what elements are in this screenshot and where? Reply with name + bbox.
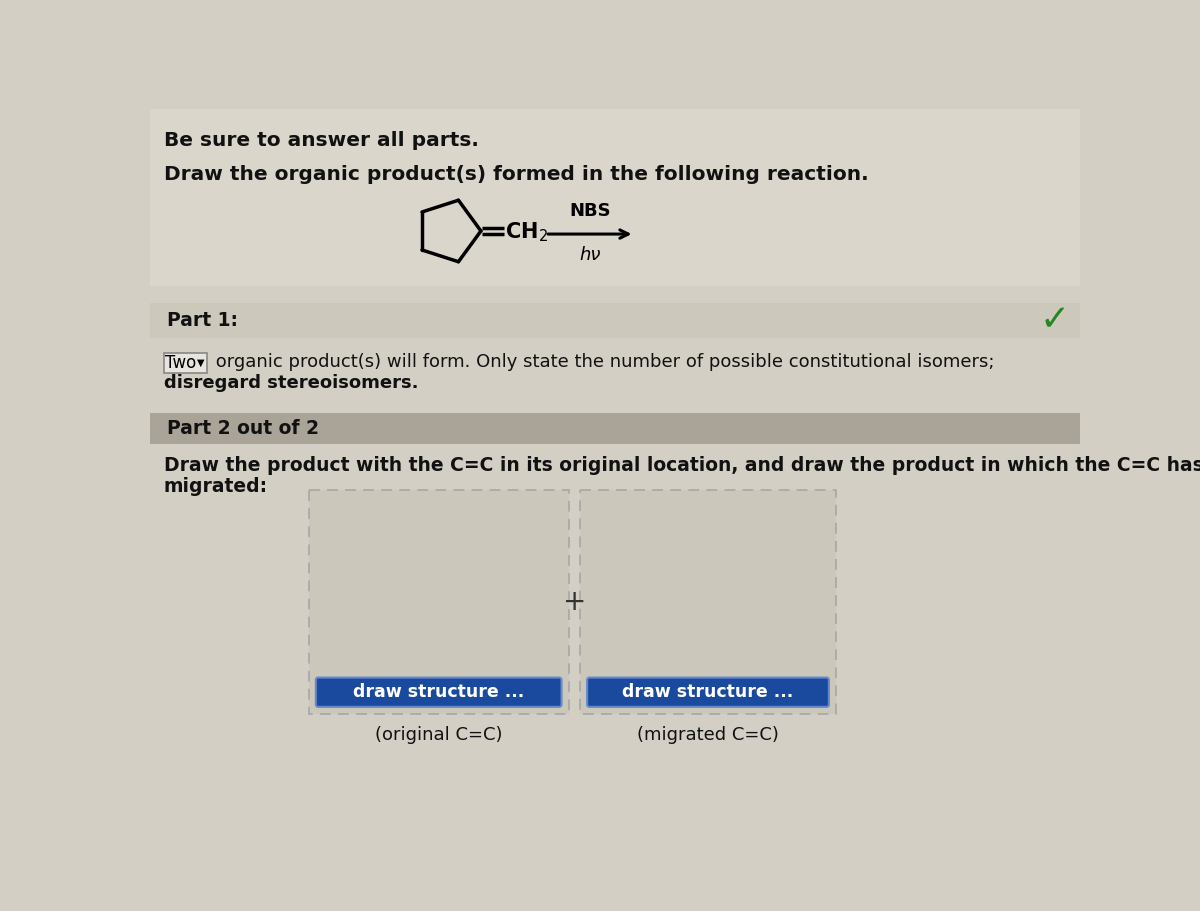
- Text: Part 1:: Part 1:: [167, 312, 238, 330]
- Bar: [308, 490, 569, 714]
- FancyBboxPatch shape: [587, 678, 829, 707]
- Bar: [150, 109, 1080, 286]
- Text: Draw the organic product(s) formed in the following reaction.: Draw the organic product(s) formed in th…: [164, 165, 869, 184]
- Bar: [150, 303, 1080, 338]
- Text: ✓: ✓: [1040, 303, 1070, 338]
- Text: Two: Two: [166, 353, 197, 372]
- Text: Part 2 out of 2: Part 2 out of 2: [167, 419, 319, 438]
- FancyBboxPatch shape: [316, 678, 562, 707]
- Bar: [150, 338, 1080, 345]
- Text: ▼: ▼: [197, 358, 204, 368]
- Text: Draw the product with the C=C in its original location, and draw the product in : Draw the product with the C=C in its ori…: [164, 456, 1200, 475]
- Text: draw structure ...: draw structure ...: [353, 683, 524, 701]
- Text: NBS: NBS: [569, 202, 611, 220]
- Bar: [150, 414, 1080, 445]
- Bar: [580, 490, 836, 714]
- Text: (migrated C=C): (migrated C=C): [637, 726, 779, 744]
- Text: migrated:: migrated:: [164, 477, 268, 496]
- Text: draw structure ...: draw structure ...: [623, 683, 793, 701]
- Text: hν: hν: [580, 246, 600, 264]
- Text: +: +: [563, 589, 586, 616]
- Text: Be sure to answer all parts.: Be sure to answer all parts.: [164, 131, 479, 150]
- Text: CH$_2$: CH$_2$: [505, 220, 548, 243]
- Bar: [580, 490, 836, 714]
- Text: disregard stereoisomers.: disregard stereoisomers.: [164, 374, 419, 393]
- Text: organic product(s) will form. Only state the number of possible constitutional i: organic product(s) will form. Only state…: [210, 353, 994, 372]
- Bar: [308, 490, 569, 714]
- Bar: [164, 353, 206, 373]
- Text: (original C=C): (original C=C): [374, 726, 503, 744]
